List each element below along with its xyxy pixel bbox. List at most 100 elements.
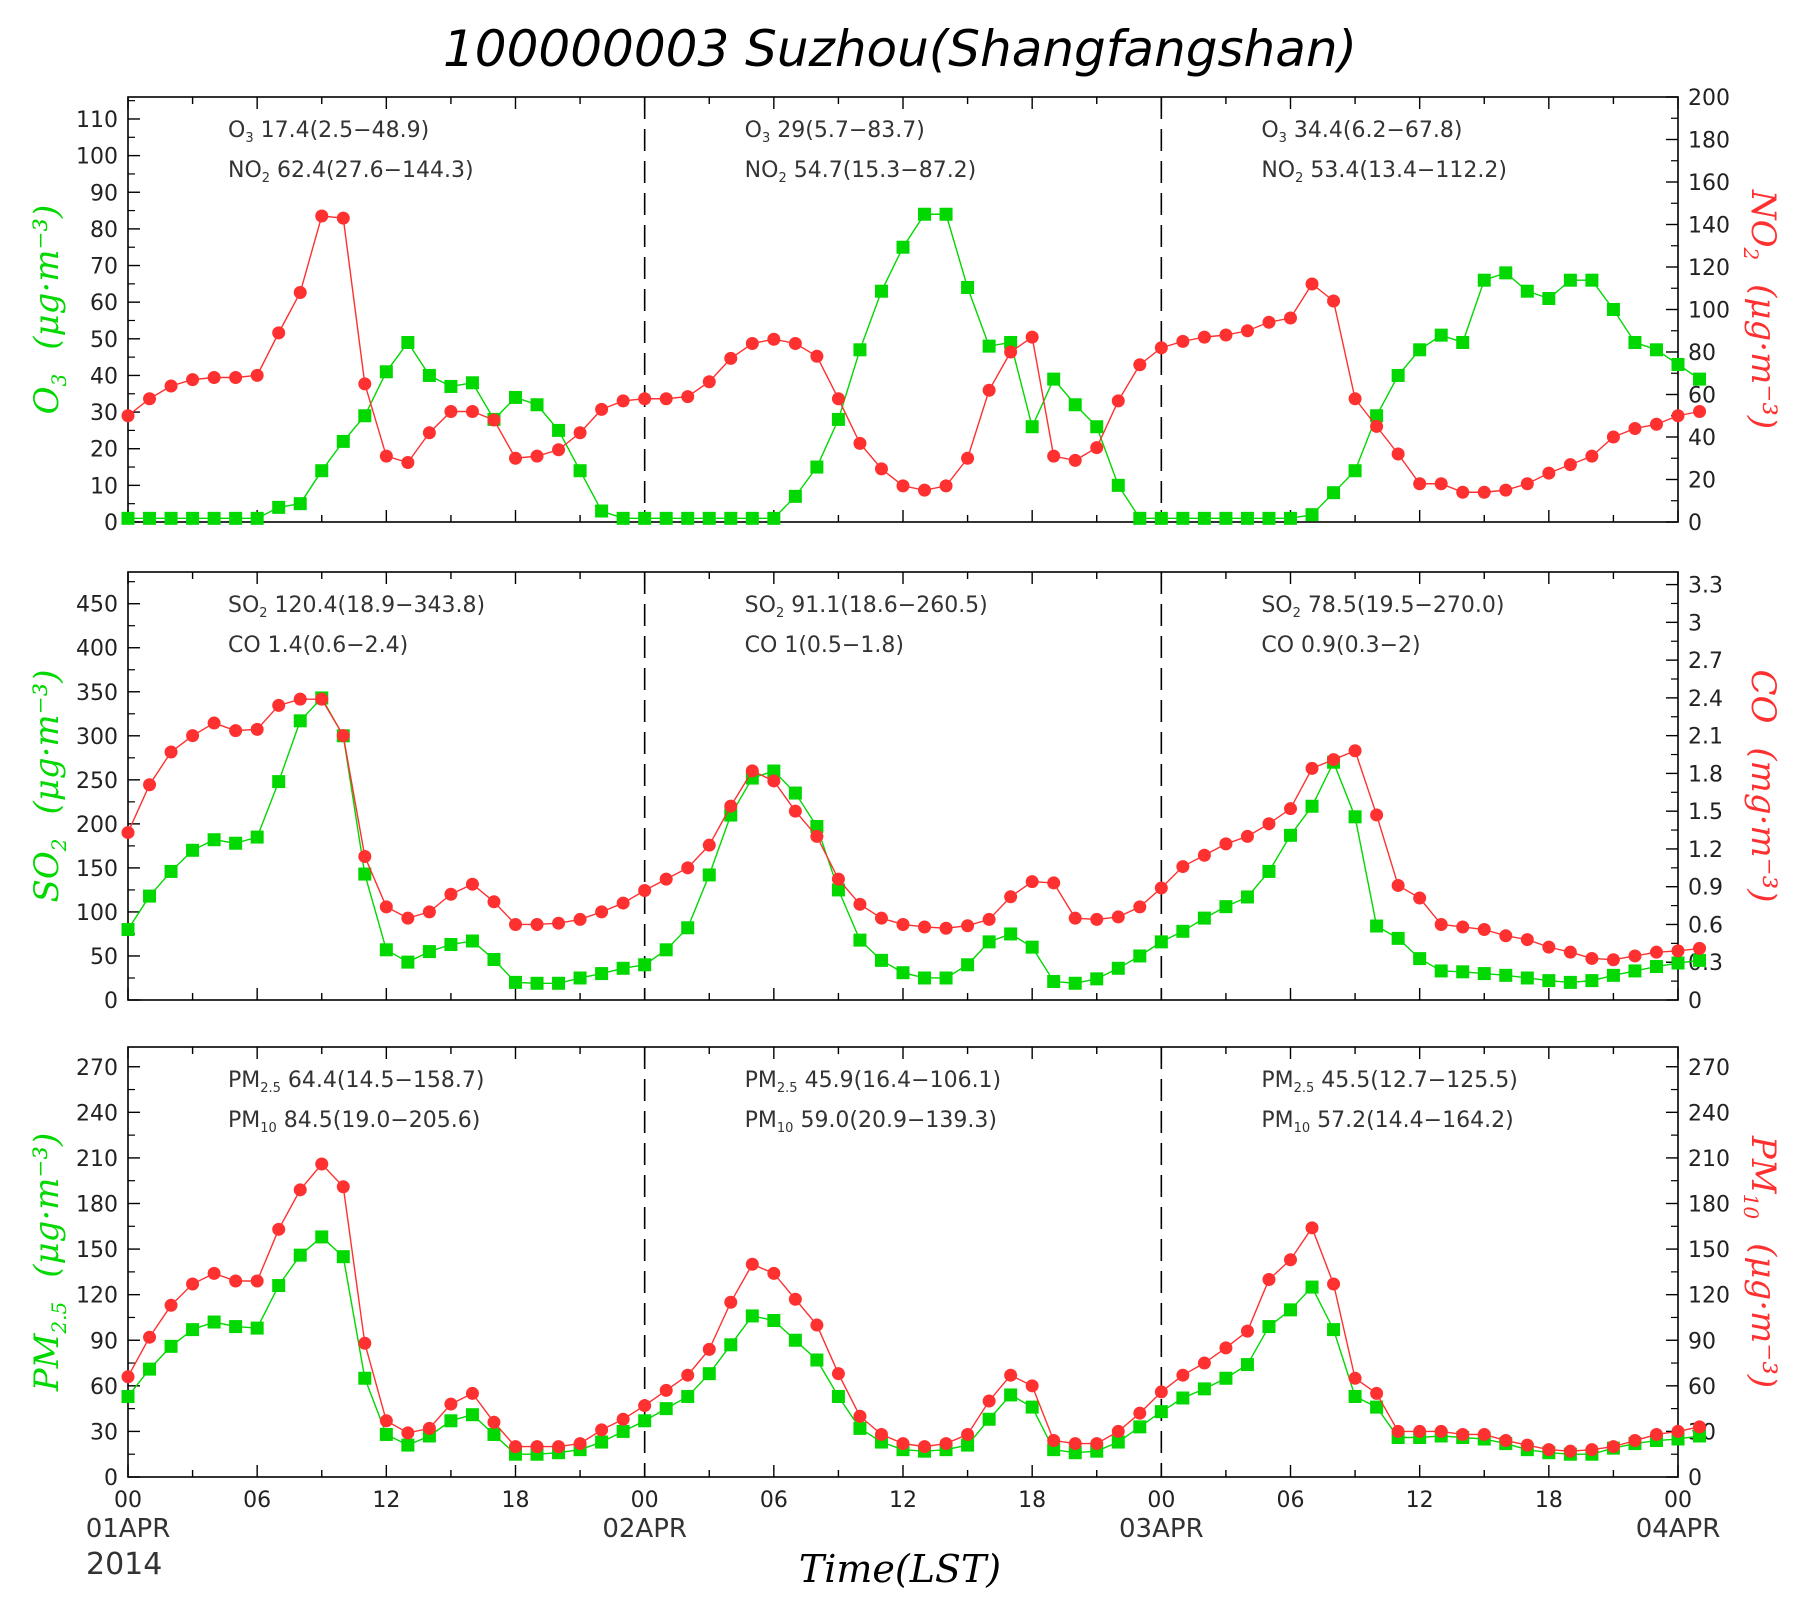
data-point xyxy=(121,409,135,423)
right-y-tick-label: 160 xyxy=(1688,171,1730,196)
daily-stats-o: O3 34.4(6.2−67.8) xyxy=(1261,118,1462,146)
left-y-tick-label: 10 xyxy=(90,474,118,499)
stats-species: PM xyxy=(228,1108,260,1133)
data-point xyxy=(1111,1435,1125,1449)
x-tick-label: 06 xyxy=(243,1488,271,1513)
stats-values: 45.9(16.4−106.1) xyxy=(798,1068,1002,1093)
left-y-tick-label: 50 xyxy=(90,328,118,353)
data-point xyxy=(1520,971,1534,985)
data-point xyxy=(810,820,824,834)
data-point xyxy=(315,1157,329,1171)
data-point xyxy=(1671,956,1685,970)
right-y-tick-label: 1.8 xyxy=(1688,762,1723,787)
stats-species: NO xyxy=(1261,158,1295,183)
data-point xyxy=(1284,802,1297,816)
data-point xyxy=(1693,953,1707,967)
data-point xyxy=(1176,1368,1190,1382)
data-point xyxy=(272,500,286,514)
data-point xyxy=(250,830,264,844)
right-y-label-unit: (mg·m⁻³) xyxy=(1743,747,1783,902)
data-point xyxy=(487,1427,501,1441)
data-point xyxy=(1047,372,1061,386)
data-point xyxy=(530,917,544,931)
data-point xyxy=(293,714,307,728)
stats-species: CO xyxy=(1261,633,1294,658)
data-point xyxy=(358,867,372,881)
data-point xyxy=(1477,273,1491,287)
data-point xyxy=(121,511,135,525)
data-point xyxy=(1542,466,1556,480)
right-y-tick-label: 0.9 xyxy=(1688,876,1723,901)
x-tick-label: 06 xyxy=(760,1488,788,1513)
data-point xyxy=(896,966,910,980)
data-point xyxy=(659,1402,673,1416)
data-point xyxy=(487,952,501,966)
data-point xyxy=(1606,1440,1620,1454)
data-point xyxy=(1240,1324,1254,1338)
data-point xyxy=(918,920,932,934)
data-point xyxy=(874,911,888,925)
data-point xyxy=(143,889,157,903)
data-point xyxy=(1370,919,1384,933)
data-point xyxy=(853,1421,867,1435)
data-point xyxy=(1154,881,1168,895)
data-point xyxy=(1068,1437,1082,1451)
stats-species: NO xyxy=(745,158,779,183)
left-y-tick-label: 0 xyxy=(104,989,118,1014)
stats-species-sub: 2 xyxy=(1295,171,1303,186)
data-point xyxy=(1628,1434,1642,1448)
x-date-label: 03APR xyxy=(1119,1514,1204,1544)
stats-species-sub: 3 xyxy=(245,131,253,146)
data-point xyxy=(293,692,307,706)
data-point xyxy=(1649,343,1663,357)
data-point xyxy=(595,1435,609,1449)
data-point xyxy=(616,511,630,525)
x-date-label: 01APR xyxy=(86,1514,171,1544)
stats-species: SO xyxy=(745,593,776,618)
data-point xyxy=(1434,964,1448,978)
data-point xyxy=(1090,912,1104,926)
data-point xyxy=(961,958,975,972)
data-point xyxy=(401,1426,415,1440)
data-point xyxy=(1542,1443,1556,1457)
data-point xyxy=(961,451,975,465)
data-point xyxy=(509,390,522,404)
stats-species: PM xyxy=(228,1068,260,1093)
data-point xyxy=(810,829,824,843)
daily-stats-no: NO2 62.4(27.6−144.3) xyxy=(228,158,474,186)
series-o3 xyxy=(121,207,1707,525)
data-point xyxy=(1370,409,1384,423)
data-point xyxy=(1219,511,1233,525)
data-point xyxy=(831,1389,845,1403)
data-point xyxy=(143,511,157,525)
right-y-label-unit: (μg·m⁻³) xyxy=(1743,284,1783,429)
data-point xyxy=(1068,398,1082,412)
data-point xyxy=(1305,508,1319,522)
data-point xyxy=(810,1353,824,1367)
left-y-label-main: O xyxy=(27,386,67,414)
data-point xyxy=(1025,330,1039,344)
x-tick-label: 18 xyxy=(502,1488,530,1513)
data-point xyxy=(1606,430,1620,444)
stats-values: 53.4(13.4−112.2) xyxy=(1303,158,1507,183)
data-point xyxy=(444,379,458,393)
data-point xyxy=(1585,951,1599,965)
data-point xyxy=(595,905,609,919)
data-point xyxy=(164,745,178,759)
data-point xyxy=(1434,328,1448,342)
data-point xyxy=(681,511,695,525)
data-point xyxy=(379,1414,393,1428)
stats-values: 45.5(12.7−125.5) xyxy=(1314,1068,1518,1093)
data-point xyxy=(874,953,888,967)
data-point xyxy=(1327,1323,1341,1337)
left-y-tick-label: 120 xyxy=(76,1284,118,1309)
data-point xyxy=(1197,1356,1211,1370)
stats-species-sub: 3 xyxy=(1279,131,1287,146)
stats-values: 64.4(14.5−158.7) xyxy=(281,1068,485,1093)
data-point xyxy=(207,1315,221,1329)
data-point xyxy=(465,934,479,948)
data-point xyxy=(1671,944,1685,958)
data-point xyxy=(422,426,436,440)
x-date-label: 02APR xyxy=(602,1514,687,1544)
